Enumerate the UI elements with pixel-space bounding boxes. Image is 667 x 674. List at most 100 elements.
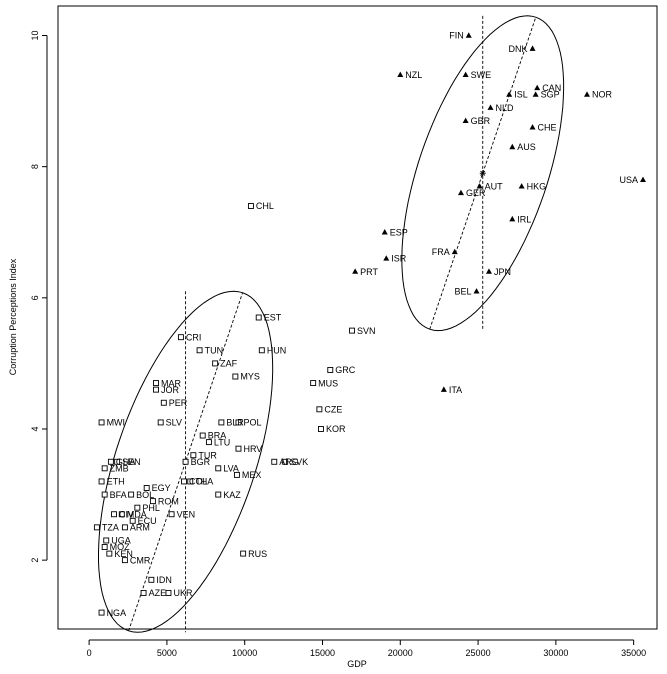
point-nld: [487, 104, 494, 110]
point-label: KOR: [326, 424, 346, 434]
point-label: ISL: [514, 90, 528, 100]
point-uga: [103, 537, 110, 544]
point-label: ITA: [449, 385, 462, 395]
point-label: MUS: [318, 378, 338, 388]
point-mar: [153, 380, 159, 387]
point-arm: [121, 524, 128, 531]
point-label: BFA: [110, 490, 127, 500]
point-ger: [457, 189, 464, 196]
point-label: CHE: [538, 123, 557, 133]
point-label: HUN: [267, 345, 287, 355]
point-ita: [440, 386, 447, 392]
point-dnk: [529, 45, 536, 51]
x-tick-label: 30000: [543, 648, 568, 658]
point-est: [255, 314, 262, 321]
major-axis-line: [128, 292, 243, 631]
points-layer: [93, 32, 646, 616]
point-sen: [114, 458, 121, 465]
point-label: KAZ: [223, 490, 241, 500]
point-blr: [218, 419, 225, 426]
point-pol: [235, 419, 242, 426]
y-axis: 2 4 6 8 10: [30, 31, 48, 563]
point-zmb: [101, 465, 108, 472]
point-label: MAR: [161, 378, 182, 388]
point-svn: [349, 327, 356, 334]
point-zaf: [212, 360, 219, 367]
point-cze: [316, 406, 323, 413]
point-per: [160, 399, 167, 406]
point-label: HRV: [243, 444, 262, 454]
point-label: NZL: [405, 70, 422, 80]
point-label: ARG: [279, 457, 299, 467]
point-ukr: [165, 589, 172, 596]
point-ken: [106, 550, 113, 557]
point-label: NOR: [592, 90, 613, 100]
point-label: THA: [195, 477, 213, 487]
point-label: SVK: [290, 457, 308, 467]
point-gha: [107, 458, 114, 465]
point-label: TUR: [198, 450, 217, 460]
point-nga: [98, 609, 105, 616]
point-label: SWE: [471, 70, 492, 80]
point-label: CMR: [130, 555, 151, 565]
point-che: [529, 124, 536, 130]
point-tha: [187, 478, 194, 485]
x-tick-label: 20000: [388, 648, 413, 658]
point-mex: [233, 471, 240, 478]
point-fin: [465, 32, 472, 38]
point-grc: [327, 367, 334, 373]
point-tun: [196, 347, 203, 354]
y-tick-label: 2: [30, 558, 40, 563]
y-tick-label: 4: [30, 426, 40, 431]
point-bel: [473, 288, 480, 294]
point-sgp: [532, 91, 539, 97]
point-label: AUS: [517, 142, 536, 152]
point-phl: [134, 504, 141, 511]
ellipses-layer: [98, 15, 565, 633]
point-can: [534, 84, 541, 91]
point-tur: [190, 452, 197, 459]
point-label: PHL: [142, 503, 160, 513]
point-prt: [352, 268, 359, 274]
y-tick-label: 8: [30, 164, 40, 169]
point-mys: [232, 373, 239, 380]
point-label: IRL: [517, 214, 531, 224]
y-tick-label: 10: [30, 31, 40, 41]
point-usa: [639, 176, 646, 182]
y-axis-title: Corruption Perceptions Index: [8, 258, 18, 375]
point-label: POL: [243, 418, 261, 428]
point-label: ISR: [391, 254, 407, 264]
point-label: UGA: [111, 536, 131, 546]
center-star-icon: [479, 170, 486, 177]
point-label: USA: [619, 175, 638, 185]
point-mus: [310, 380, 317, 387]
point-label: GRC: [335, 365, 356, 375]
x-tick-label: 25000: [466, 648, 491, 658]
point-label: MDA: [127, 509, 147, 519]
point-tza: [93, 524, 100, 531]
point-egy: [143, 485, 150, 491]
point-label: ETH: [107, 477, 125, 487]
x-axis-title: GDP: [347, 659, 367, 669]
point-jpn: [485, 268, 492, 274]
point-label: NGA: [107, 608, 127, 618]
point-kor: [317, 426, 324, 432]
point-label: AZE: [149, 588, 167, 598]
point-label: ESP: [390, 227, 408, 237]
point-label: COL: [189, 477, 208, 487]
point-label: MYS: [240, 372, 260, 382]
point-nor: [583, 91, 590, 97]
point-label: ZAF: [220, 359, 238, 369]
point-eth: [98, 478, 105, 485]
point-label: IDN: [156, 575, 172, 585]
point-label: FIN: [449, 31, 464, 41]
point-kaz: [215, 491, 222, 498]
point-label: AUT: [485, 182, 504, 192]
point-esp: [381, 229, 388, 235]
point-label: SEN: [122, 457, 141, 467]
point-label: SLV: [166, 418, 182, 428]
point-slv: [157, 419, 164, 426]
point-ltu: [205, 439, 212, 446]
